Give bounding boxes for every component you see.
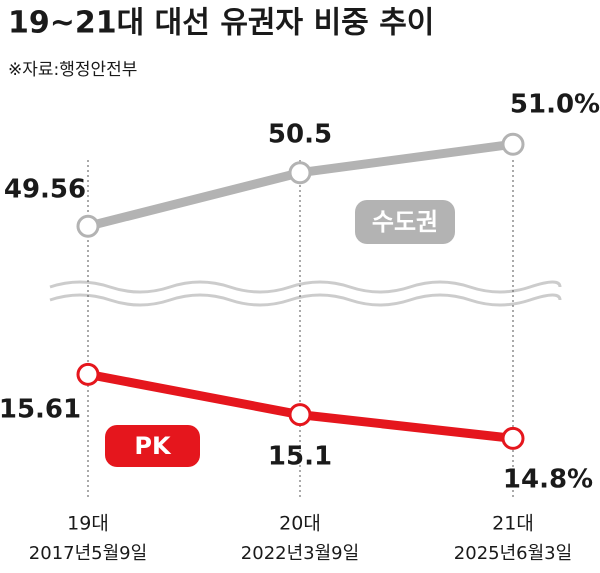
x-tick-date: 2017년5월9일 (29, 543, 147, 564)
x-tick-label: 20대 (279, 513, 321, 535)
x-tick-label: 21대 (492, 513, 534, 535)
x-tick-label: 19대 (67, 513, 109, 535)
point (288, 161, 312, 185)
legend-label: 수도권 (372, 208, 438, 236)
value-label: 51.0% (510, 90, 600, 120)
axis-break (49, 280, 562, 307)
point (288, 403, 312, 427)
point (501, 426, 525, 450)
legend-label: PK (134, 432, 172, 460)
value-label: 14.8% (503, 465, 593, 495)
x-tick-date: 2025년6월3일 (454, 543, 572, 564)
source: ※자료:행정안전부 (8, 60, 137, 80)
legend-badge (355, 200, 455, 244)
point (76, 362, 100, 386)
value-label: 15.61 (0, 395, 81, 425)
x-tick-date: 2022년3월9일 (241, 543, 359, 564)
point (501, 132, 525, 156)
value-label: 49.56 (4, 175, 86, 205)
chart-title: 19~21대 대선 유권자 비중 추이 (8, 6, 434, 41)
value-label: 50.5 (268, 120, 332, 150)
legend-badge (105, 425, 200, 467)
value-label: 15.1 (268, 442, 332, 472)
point (76, 214, 100, 238)
